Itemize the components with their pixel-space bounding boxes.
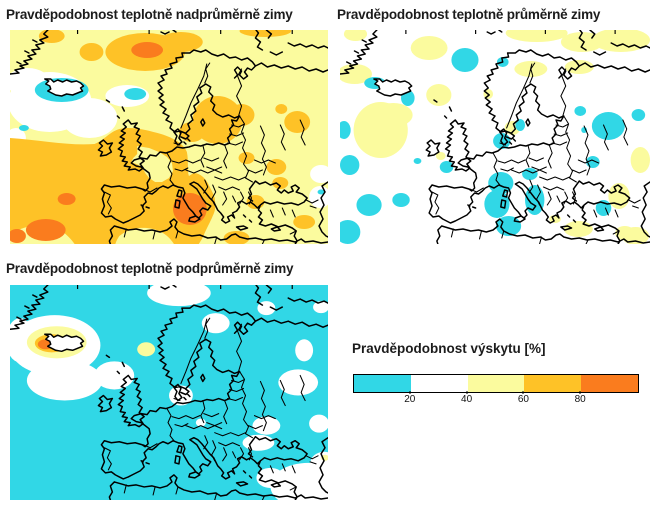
colorbar-tick-label: 60	[517, 394, 529, 405]
colorbar-segment	[524, 375, 582, 392]
colorbar-segment	[467, 375, 525, 392]
map-panel-above-average	[10, 30, 328, 244]
map-title-average: Pravděpodobnost teplotně průměrně zimy	[337, 7, 601, 22]
probability-field-shapes	[10, 285, 328, 500]
colorbar-tick-labels: 20 40 60 80	[353, 391, 637, 408]
colorbar-tick	[409, 391, 411, 394]
map-panel-below-average	[10, 285, 328, 500]
colorbar-segment	[354, 375, 411, 392]
legend-title: Pravděpodobnost výskytu [%]	[352, 341, 546, 356]
colorbar-segment	[581, 375, 638, 392]
map-title-below-average: Pravděpodobnost teplotně podprůměrně zim…	[6, 261, 294, 276]
colorbar	[353, 374, 639, 393]
colorbar-segment	[410, 375, 468, 392]
colorbar-tick-label: 40	[461, 394, 473, 405]
probability-field-shapes	[10, 30, 328, 244]
map-title-above-average: Pravděpodobnost teplotně nadprůměrně zim…	[6, 7, 293, 22]
colorbar-tick	[522, 391, 524, 394]
map-panel-average	[340, 30, 650, 244]
colorbar-tick-label: 80	[574, 394, 586, 405]
colorbar-tick	[466, 391, 468, 394]
colorbar-tick-label: 20	[404, 394, 416, 405]
colorbar-tick	[579, 391, 581, 394]
